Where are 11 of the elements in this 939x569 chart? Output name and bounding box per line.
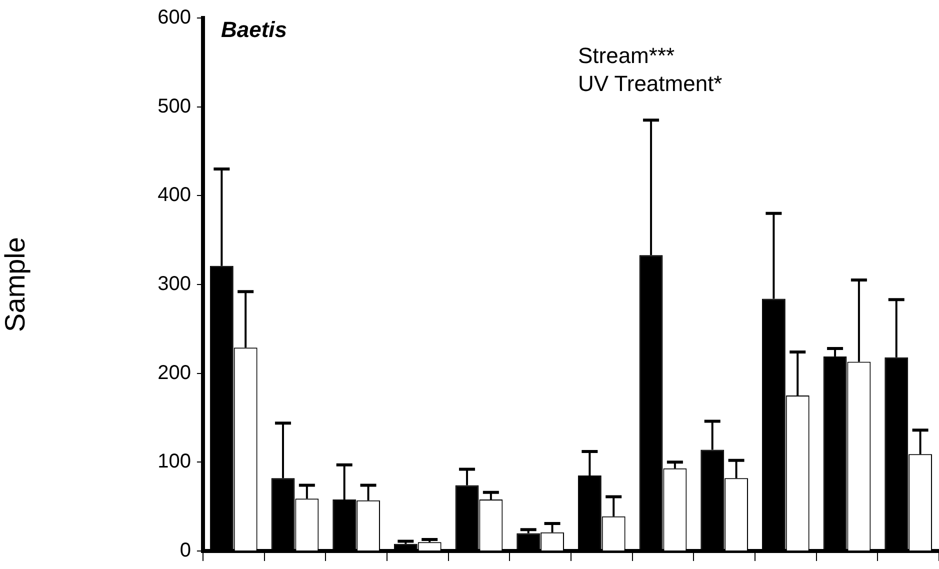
y-tick-label: 400 (158, 184, 191, 206)
annotation: UV Treatment* (578, 71, 723, 96)
y-tick-label: 100 (158, 450, 191, 473)
y-tick-label: 500 (158, 95, 191, 118)
y-tick-label: 600 (158, 6, 191, 29)
y-tick-label: 0 (180, 540, 191, 562)
y-axis-title: Sample (0, 237, 31, 332)
chart-title: Baetis (220, 17, 288, 42)
y-tick-label: 300 (158, 273, 191, 296)
y-tick-label: 200 (158, 362, 191, 384)
annotation: Stream*** (578, 43, 675, 68)
